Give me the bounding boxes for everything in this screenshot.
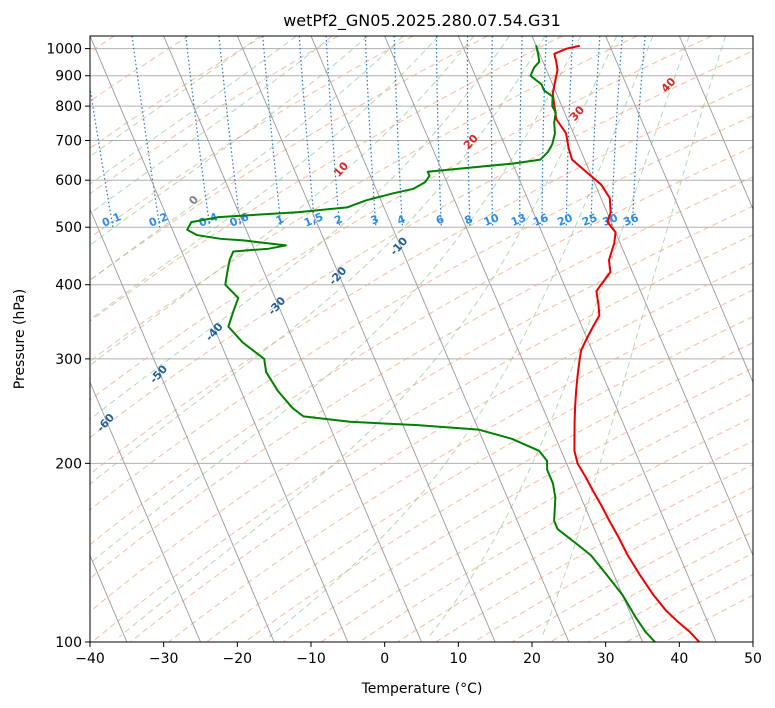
mixing-ratio-label: 10	[482, 211, 501, 229]
x-tick-label: −40	[75, 651, 105, 667]
isotherms	[90, 36, 753, 642]
dry-adiabat-line	[282, 367, 753, 642]
isotherm-line	[310, 36, 570, 642]
mixing-ratio-label: 3	[369, 213, 381, 228]
isotherm-line	[605, 36, 753, 384]
dry-adiabat-line	[168, 289, 753, 642]
x-tick-label: −10	[296, 651, 326, 667]
x-tick-label: 40	[670, 651, 688, 667]
mixing-ratio-line	[262, 36, 282, 228]
isotherm-line	[90, 207, 275, 642]
dry-adiabat-line	[90, 36, 638, 362]
mixing-ratio-label: 36	[621, 211, 640, 229]
y-tick-label: 900	[55, 69, 82, 85]
x-axis-title: Temperature (°C)	[361, 681, 483, 697]
moist-adiabat-line	[90, 36, 297, 185]
plot-background	[90, 36, 753, 642]
plot-area: -100-90-80-70-60-50-40-30-20-10 0.10.20.…	[0, 36, 753, 642]
isotherm-label: -80	[0, 510, 12, 534]
moist-adiabat-line	[90, 36, 333, 215]
isotherm-line	[384, 36, 643, 642]
mixing-ratio-label: 13	[509, 211, 528, 229]
dry-adiabat-line	[90, 83, 753, 475]
isotherm-line	[90, 36, 349, 642]
mixing-ratio-label: 30	[601, 211, 620, 229]
mixing-ratio-label: 2	[332, 213, 344, 228]
x-tick-label: 30	[597, 651, 615, 667]
x-tick-label: −20	[223, 651, 253, 667]
mixing-ratio-label: 16	[531, 211, 550, 229]
dry-adiabat-line	[91, 234, 753, 642]
dry-adiabat-line	[90, 36, 488, 281]
y-tick-label: 800	[55, 99, 82, 115]
moist-adiabat-line	[90, 36, 510, 420]
y-tick-label: 200	[55, 456, 82, 472]
mixing-ratio-labels: 0.1 0.2 0.4 0.6 1 1.5 2 3 4 6 8 10 13 16 20 25 30 36	[100, 210, 641, 229]
chart-title: wetPf2_GN05.2025.280.07.54.G31	[283, 11, 561, 31]
mixing-ratio-line	[325, 36, 341, 228]
x-tick-label: 10	[449, 651, 467, 667]
dry-adiabat-line	[90, 50, 753, 439]
x-tick-label: 20	[523, 651, 541, 667]
isotherm-line	[236, 36, 496, 642]
temperature-line	[551, 45, 701, 642]
moist-adiabat-line	[428, 36, 690, 638]
mixing-ratio-line	[185, 36, 211, 228]
x-axis: −40 −30 −20 −10 0 10 20 30 40 50	[75, 642, 762, 667]
moist-adiabat-line	[269, 36, 654, 638]
isotherm-line	[90, 381, 201, 642]
dry-adiabat-line	[90, 36, 339, 195]
moist-adiabat-line	[90, 36, 439, 321]
isotherm-line	[163, 36, 422, 642]
dry-adiabat-line	[90, 36, 264, 149]
mixing-ratio-line	[631, 36, 646, 228]
dry-adiabat-line	[244, 342, 753, 642]
mixing-ratio-line	[610, 36, 623, 228]
moist-adiabat-line	[90, 36, 475, 367]
x-tick-label: 50	[744, 651, 762, 667]
moist-adiabats	[90, 36, 727, 638]
moist-adiabat-line	[90, 36, 368, 246]
x-tick-label: −30	[149, 651, 179, 667]
y-tick-label: 1000	[46, 42, 82, 58]
mixing-ratio-line	[364, 36, 377, 228]
moist-adiabat-line	[90, 36, 404, 281]
y-tick-label: 300	[55, 352, 82, 368]
plot-frame	[89, 35, 754, 643]
isotherm-line	[678, 36, 753, 211]
dry-adiabat-line	[90, 36, 563, 322]
x-tick-label: 0	[380, 651, 389, 667]
mixing-ratio-line	[590, 36, 601, 228]
mixing-ratio-label: 8	[463, 213, 475, 228]
mixing-ratio-line	[298, 36, 316, 228]
sounding-series	[186, 45, 701, 642]
mixing-ratio-line	[218, 36, 242, 228]
dry-adiabat-line	[90, 36, 712, 401]
y-tick-label: 500	[55, 220, 82, 236]
mixing-ratio-label: 25	[580, 211, 599, 229]
y-tick-label: 600	[55, 173, 82, 189]
mixing-ratio-label: 20	[555, 211, 574, 229]
dry-adiabat-line	[90, 176, 753, 580]
moist-adiabat-line	[541, 36, 727, 638]
dry-adiabat-line	[90, 146, 753, 546]
y-tick-label: 400	[55, 278, 82, 294]
y-axis-title: Pressure (hPa)	[12, 289, 28, 389]
isotherm-line	[531, 36, 753, 557]
pressure-gridlines	[90, 48, 753, 642]
y-axis: 100 200 300 400 500 600 700 800 900 1000	[46, 42, 90, 651]
isotherm-line	[752, 36, 753, 38]
y-tick-label: 700	[55, 133, 82, 149]
dry-adiabat-line	[130, 262, 753, 642]
mixing-ratio-label: 1	[274, 213, 286, 228]
y-tick-label: 100	[55, 635, 82, 651]
moist-adiabat-line	[90, 36, 261, 158]
dewpoint-line	[186, 45, 657, 642]
moist-adiabat-line	[119, 36, 618, 638]
